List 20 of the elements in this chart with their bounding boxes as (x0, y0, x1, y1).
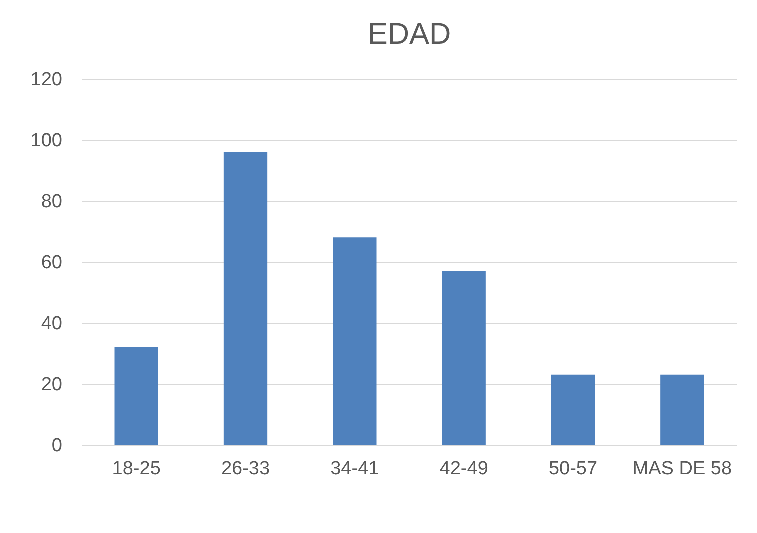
x-tick-label: MAS DE 58 (632, 458, 732, 480)
bar (660, 374, 704, 445)
x-tick-label: 42-49 (440, 458, 488, 480)
bar (551, 374, 596, 445)
chart-title: EDAD (368, 18, 452, 51)
bar (442, 271, 486, 445)
y-tick-label: 80 (41, 192, 62, 212)
bar (333, 238, 377, 445)
y-tick-label: 60 (41, 252, 62, 274)
x-tick-label: 50-57 (548, 458, 598, 480)
y-tick-label: 100 (30, 130, 62, 152)
bar (114, 347, 158, 445)
y-tick-label: 0 (52, 436, 62, 456)
x-tick-label: 34-41 (330, 458, 380, 480)
x-tick-label: 26-33 (221, 458, 270, 480)
y-tick-label: 20 (41, 374, 62, 396)
x-tick-label: 18-25 (112, 458, 161, 480)
y-tick-label: 40 (41, 314, 62, 334)
y-tick-label: 120 (30, 70, 62, 90)
bar (224, 152, 268, 445)
